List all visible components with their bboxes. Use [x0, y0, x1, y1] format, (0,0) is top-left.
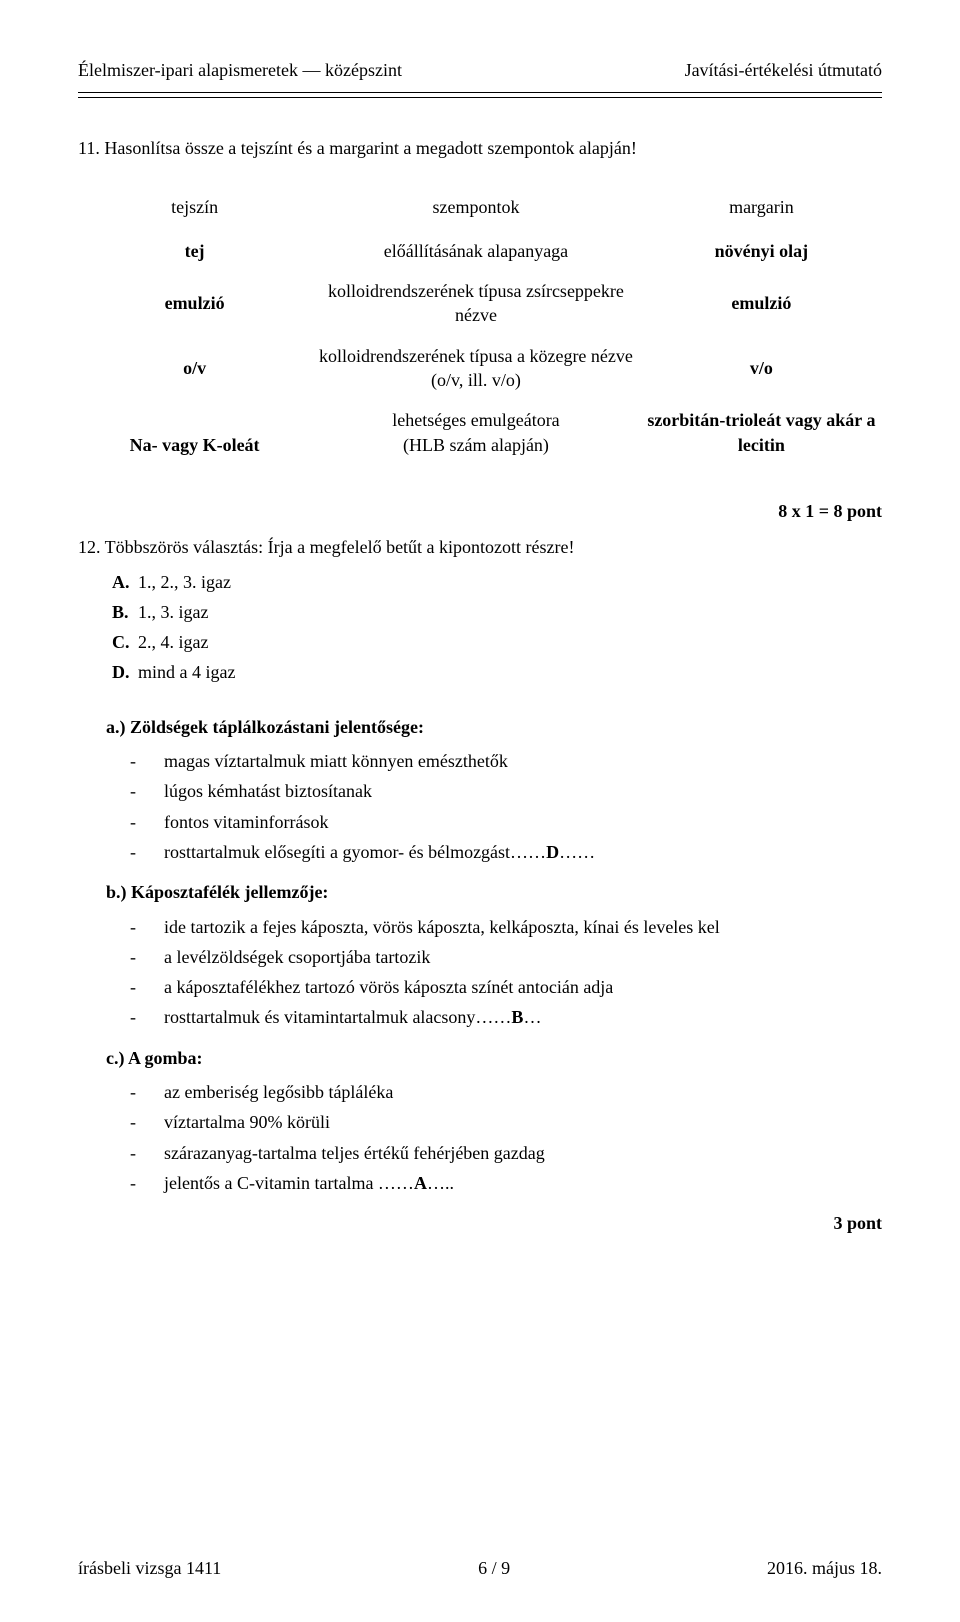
cell: emulzió [641, 271, 882, 336]
section-heading: c.) A gomba: [106, 1046, 882, 1070]
bullet-text: ide tartozik a fejes káposzta, vörös káp… [164, 915, 882, 939]
option-label: A. [112, 570, 138, 594]
header-right: Javítási-értékelési útmutató [685, 58, 882, 82]
bullet-list: -ide tartozik a fejes káposzta, vörös ká… [130, 915, 882, 1030]
cell: növényi olaj [641, 231, 882, 271]
bullet-text: a káposztafélékhez tartozó vörös káposzt… [164, 975, 882, 999]
bullet-text: az emberiség legősibb tápláléka [164, 1080, 882, 1104]
q11-points: 8 x 1 = 8 pont [78, 499, 882, 523]
bullet-row: -szárazanyag-tartalma teljes értékű fehé… [130, 1141, 882, 1165]
q12-intro: 12. Többszörös választás: Írja a megfele… [78, 535, 882, 559]
bullet-text: magas víztartalmuk miatt könnyen emészth… [164, 749, 882, 773]
bullet-dash: - [130, 1110, 164, 1134]
q12-sections: a.) Zöldségek táplálkozástani jelentőség… [78, 715, 882, 1195]
option-text: 2., 4. igaz [138, 632, 208, 652]
bullet-dash: - [130, 779, 164, 803]
bullet-row: -jelentős a C-vitamin tartalma ……A….. [130, 1171, 882, 1195]
section-heading: b.) Káposztafélék jellemzője: [106, 880, 882, 904]
footer-center: 6 / 9 [478, 1556, 510, 1580]
header-rule-2 [78, 97, 882, 98]
cell: szorbitán-trioleát vagy akár a lecitin [641, 400, 882, 465]
cell: o/v [78, 336, 311, 401]
bullet-answer: B [511, 1007, 523, 1027]
bullet-text: a levélzöldségek csoportjába tartozik [164, 945, 882, 969]
page-header: Élelmiszer-ipari alapismeretek — középsz… [78, 58, 882, 82]
table-row: Na- vagy K-oleát lehetséges emulgeátora … [78, 400, 882, 465]
option-row: D.mind a 4 igaz [112, 660, 882, 684]
bullet-answer: A [414, 1173, 427, 1193]
bullet-dash: - [130, 1141, 164, 1165]
cell: előállításának alapanyaga [311, 231, 641, 271]
option-text: mind a 4 igaz [138, 662, 235, 682]
option-label: C. [112, 630, 138, 654]
cell-line: (HLB szám alapján) [317, 433, 635, 457]
bullet-text: lúgos kémhatást biztosítanak [164, 779, 882, 803]
th-c2: szempontok [311, 187, 641, 231]
bullet-dash: - [130, 1171, 164, 1195]
q12-points: 3 pont [78, 1211, 882, 1235]
cell: Na- vagy K-oleát [78, 400, 311, 465]
bullet-row: -ide tartozik a fejes káposzta, vörös ká… [130, 915, 882, 939]
table-row: tej előállításának alapanyaga növényi ol… [78, 231, 882, 271]
section-heading: a.) Zöldségek táplálkozástani jelentőség… [106, 715, 882, 739]
bullet-text: jelentős a C-vitamin tartalma ……A….. [164, 1171, 882, 1195]
bullet-row: -a káposztafélékhez tartozó vörös káposz… [130, 975, 882, 999]
bullet-row: -magas víztartalmuk miatt könnyen emészt… [130, 749, 882, 773]
bullet-row: -fontos vitaminforrások [130, 810, 882, 834]
bullet-dash: - [130, 975, 164, 999]
bullet-text: fontos vitaminforrások [164, 810, 882, 834]
table-row: o/v kolloidrendszerének típusa a közegre… [78, 336, 882, 401]
q11-intro: 11. Hasonlítsa össze a tejszínt és a mar… [78, 136, 882, 160]
page-footer: írásbeli vizsga 1411 6 / 9 2016. május 1… [78, 1556, 882, 1580]
footer-left: írásbeli vizsga 1411 [78, 1556, 221, 1580]
option-row: A.1., 2., 3. igaz [112, 570, 882, 594]
q12-options: A.1., 2., 3. igaz B.1., 3. igaz C.2., 4.… [112, 570, 882, 685]
bullet-row: -rosttartalmuk elősegíti a gyomor- és bé… [130, 840, 882, 864]
cell: v/o [641, 336, 882, 401]
bullet-list: -magas víztartalmuk miatt könnyen emészt… [130, 749, 882, 864]
option-row: C.2., 4. igaz [112, 630, 882, 654]
bullet-row: -lúgos kémhatást biztosítanak [130, 779, 882, 803]
bullet-dash: - [130, 810, 164, 834]
bullet-text: víztartalma 90% körüli [164, 1110, 882, 1134]
option-label: D. [112, 660, 138, 684]
bullet-dash: - [130, 840, 164, 864]
bullet-row: -rosttartalmuk és vitamintartalmuk alacs… [130, 1005, 882, 1029]
table-head-row: tejszín szempontok margarin [78, 187, 882, 231]
bullet-dash: - [130, 1080, 164, 1104]
bullet-answer: D [546, 842, 559, 862]
th-c3: margarin [641, 187, 882, 231]
footer-right: 2016. május 18. [767, 1556, 882, 1580]
bullet-text: rosttartalmuk elősegíti a gyomor- és bél… [164, 840, 882, 864]
cell: lehetséges emulgeátora (HLB szám alapján… [311, 400, 641, 465]
bullet-dash: - [130, 749, 164, 773]
header-left: Élelmiszer-ipari alapismeretek — középsz… [78, 58, 402, 82]
bullet-row: -víztartalma 90% körüli [130, 1110, 882, 1134]
th-c1: tejszín [78, 187, 311, 231]
bullet-row: -az emberiség legősibb tápláléka [130, 1080, 882, 1104]
bullet-dash: - [130, 945, 164, 969]
header-rule-1 [78, 92, 882, 93]
bullet-text: rosttartalmuk és vitamintartalmuk alacso… [164, 1005, 882, 1029]
table-row: emulzió kolloidrendszerének típusa zsírc… [78, 271, 882, 336]
bullet-row: -a levélzöldségek csoportjába tartozik [130, 945, 882, 969]
q11-table: tejszín szempontok margarin tej előállít… [78, 187, 882, 465]
option-text: 1., 2., 3. igaz [138, 572, 231, 592]
cell-line: lehetséges emulgeátora [317, 408, 635, 432]
cell: emulzió [78, 271, 311, 336]
bullet-dash: - [130, 1005, 164, 1029]
cell: kolloidrendszerének típusa a közegre néz… [311, 336, 641, 401]
option-label: B. [112, 600, 138, 624]
bullet-list: -az emberiség legősibb tápláléka-víztart… [130, 1080, 882, 1195]
bullet-dash: - [130, 915, 164, 939]
cell: tej [78, 231, 311, 271]
option-text: 1., 3. igaz [138, 602, 208, 622]
option-row: B.1., 3. igaz [112, 600, 882, 624]
bullet-text: szárazanyag-tartalma teljes értékű fehér… [164, 1141, 882, 1165]
cell: kolloidrendszerének típusa zsírcseppekre… [311, 271, 641, 336]
